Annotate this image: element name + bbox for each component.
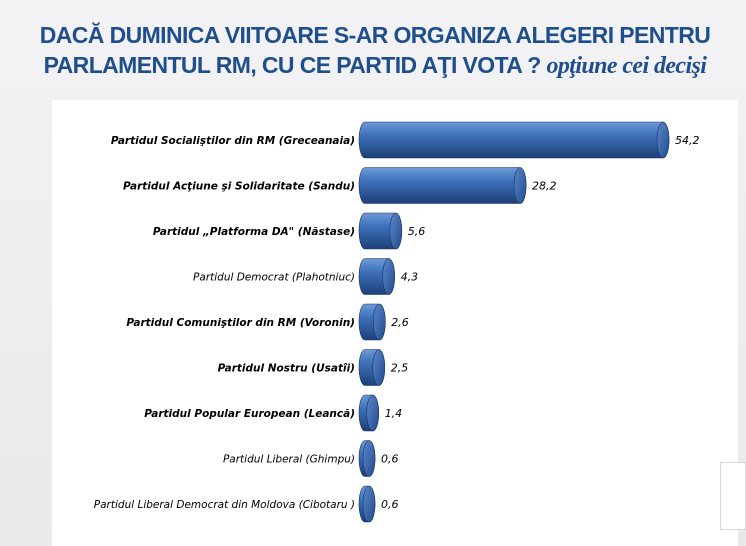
- value-label-2: 28,2: [532, 180, 557, 193]
- title-line-2: PARLAMENTUL RM, CU CE PARTID AŢI VOTA ? …: [20, 50, 730, 81]
- bar-9: [358, 485, 376, 523]
- value-label-4: 4,3: [401, 271, 419, 284]
- bar-cap-5: [372, 303, 386, 341]
- title-line-2-italic: opţiune cei decişi: [546, 53, 707, 79]
- bar-cap-9: [362, 485, 376, 523]
- bar-cap-1: [656, 121, 670, 159]
- bar-cap-8: [362, 440, 376, 477]
- value-label-1: 54,2: [675, 134, 700, 147]
- bar-cap-7: [366, 394, 379, 432]
- category-label-1: Partidul Socialiştilor din RM (Greceanai…: [111, 135, 355, 147]
- bar-body-1: [358, 121, 670, 159]
- category-label-5: Partidul Comuniştilor din RM (Voronin): [126, 317, 355, 329]
- bars-layer: Partidul Socialiştilor din RM (Greceanai…: [94, 121, 700, 523]
- value-label-6: 2,5: [391, 362, 409, 375]
- bar-body-2: [358, 167, 527, 204]
- bar-5: [358, 303, 386, 341]
- bar-2: [358, 167, 527, 204]
- bar-7: [358, 394, 379, 432]
- category-label-3: Partidul „Platforma DA" (Năstase): [153, 226, 355, 238]
- bar-6: [358, 349, 386, 386]
- bar-3: [358, 212, 403, 250]
- category-label-2: Partidul Acţiune şi Solidaritate (Sandu): [123, 181, 355, 193]
- category-label-8: Partidul Liberal (Ghimpu): [223, 454, 355, 466]
- value-label-9: 0,6: [381, 498, 399, 511]
- category-label-7: Partidul Popular European (Leancă): [144, 408, 355, 420]
- category-label-9: Partidul Liberal Democrat din Moldova (C…: [94, 499, 355, 511]
- value-label-8: 0,6: [381, 453, 399, 466]
- bar-4: [358, 258, 395, 295]
- value-label-3: 5,6: [408, 225, 426, 238]
- value-label-7: 1,4: [385, 407, 403, 420]
- bar-cap-3: [389, 212, 403, 250]
- category-label-6: Partidul Nostru (Usatîi): [218, 363, 355, 375]
- bar-cap-2: [513, 167, 527, 204]
- bar-1: [358, 121, 670, 159]
- category-label-4: Partidul Democrat (Plahotniuc): [193, 272, 355, 284]
- bar-cap-4: [382, 258, 395, 295]
- value-label-5: 2,6: [391, 316, 409, 329]
- corner-box: [720, 462, 746, 530]
- bar-cap-6: [372, 349, 386, 386]
- title-line-1: DACĂ DUMINICA VIITOARE S-AR ORGANIZA ALE…: [39, 22, 711, 48]
- chart-title: DACĂ DUMINICA VIITOARE S-AR ORGANIZA ALE…: [20, 20, 730, 81]
- bar-8: [358, 440, 376, 477]
- title-line-2-main: PARLAMENTUL RM, CU CE PARTID AŢI VOTA ?: [43, 52, 547, 78]
